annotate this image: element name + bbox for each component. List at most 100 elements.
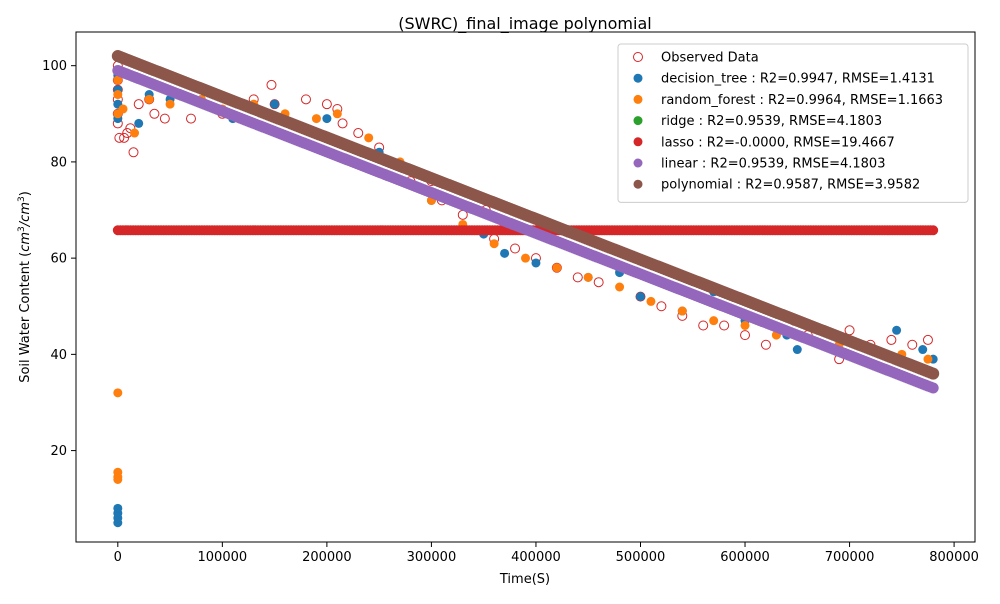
data-point (615, 282, 625, 292)
legend-label: lasso : R2=-0.0000, RMSE=19.4667 (661, 135, 895, 150)
data-point (113, 75, 123, 85)
data-point (719, 320, 730, 331)
x-tick-label: 400000 (511, 550, 561, 565)
legend-marker (633, 158, 643, 168)
data-point (270, 99, 280, 109)
data-point (760, 339, 771, 350)
data-point (119, 132, 130, 143)
legend-marker (633, 137, 643, 147)
data-point (149, 108, 160, 119)
legend-label: decision_tree : R2=0.9947, RMSE=1.4131 (661, 72, 935, 87)
legend-label: random_forest : R2=0.9964, RMSE=1.1663 (661, 93, 943, 108)
data-point (927, 367, 940, 380)
x-tick-label: 200000 (302, 550, 352, 565)
legend-label: Observed Data (661, 51, 759, 66)
data-point (128, 147, 139, 158)
data-point (886, 334, 897, 345)
series-linear (112, 64, 939, 394)
data-point (113, 388, 123, 398)
data-point (572, 272, 583, 283)
legend-box (617, 43, 969, 203)
data-point (266, 79, 277, 90)
x-tick-label: 0 (114, 550, 122, 565)
data-point (792, 345, 802, 355)
data-point (118, 104, 128, 114)
series-polynomial (111, 50, 940, 380)
data-point (656, 301, 667, 312)
data-point (510, 243, 521, 254)
y-tick-label: 20 (50, 444, 67, 459)
data-point (500, 248, 510, 258)
data-point (635, 292, 645, 302)
data-point (134, 118, 144, 128)
data-point (740, 320, 750, 330)
data-point (593, 277, 604, 288)
plot-frame (75, 31, 976, 543)
data-point (185, 113, 196, 124)
data-point (133, 99, 144, 110)
data-point (677, 306, 687, 316)
legend-item: Observed Data (633, 51, 759, 66)
data-point (353, 128, 364, 139)
data-point (740, 330, 751, 341)
data-point (927, 382, 939, 394)
data-point (928, 225, 939, 236)
data-point (892, 325, 902, 335)
legend-item: linear : R2=0.9539, RMSE=4.1803 (633, 157, 885, 172)
legend-item: ridge : R2=0.9539, RMSE=4.1803 (633, 114, 882, 129)
data-point (709, 316, 719, 326)
data-point (159, 113, 170, 124)
data-point (918, 345, 928, 355)
chart-title: (SWRC)_final_image polynomial (398, 14, 651, 34)
data-point (489, 239, 499, 249)
data-point (698, 320, 709, 331)
data-point (114, 132, 125, 143)
legend-item: decision_tree : R2=0.9947, RMSE=1.4131 (633, 72, 935, 87)
legend-label: polynomial : R2=0.9587, RMSE=3.9582 (661, 178, 920, 193)
data-point (923, 354, 933, 364)
x-tick-label: 700000 (825, 550, 875, 565)
data-point (144, 94, 154, 104)
y-axis: 20 40 60 80 100 (42, 59, 76, 459)
legend-marker (633, 94, 643, 104)
x-tick-label: 100000 (198, 550, 248, 565)
data-point (583, 272, 593, 282)
x-axis: 0 100000 200000 300000 400000 500000 600000 700… (114, 542, 979, 565)
data-point (521, 253, 530, 263)
data-point (646, 296, 656, 306)
data-point (552, 263, 562, 273)
legend-label: linear : R2=0.9539, RMSE=4.1803 (661, 157, 885, 172)
data-point (907, 339, 918, 350)
data-point (922, 334, 933, 345)
data-point (311, 114, 321, 124)
data-point (332, 109, 342, 119)
legend-item: polynomial : R2=0.9587, RMSE=3.9582 (633, 178, 920, 193)
y-tick-label: 80 (50, 155, 67, 170)
data-point (531, 258, 541, 268)
data-point (113, 474, 123, 484)
data-point (113, 503, 123, 513)
legend-label: ridge : R2=0.9539, RMSE=4.1803 (661, 114, 882, 129)
legend-marker (633, 52, 643, 62)
y-axis-label: Soil Water Content (cm3/cm3) (17, 191, 33, 383)
legend-item: lasso : R2=-0.0000, RMSE=19.4667 (633, 135, 895, 150)
legend-item: random_forest : R2=0.9964, RMSE=1.1663 (633, 93, 943, 108)
data-point (364, 133, 374, 143)
y-tick-label: 100 (42, 59, 67, 74)
series-lasso (112, 225, 939, 236)
data-point (165, 99, 175, 109)
data-point (322, 114, 332, 124)
y-tick-label: 60 (50, 252, 67, 267)
legend-marker (633, 73, 643, 83)
data-point (321, 99, 332, 110)
legend-marker (633, 116, 643, 126)
x-tick-label: 600000 (720, 550, 770, 565)
data-point (300, 94, 311, 105)
y-tick-label: 40 (50, 348, 67, 363)
x-tick-label: 500000 (616, 550, 666, 565)
legend-marker (633, 179, 643, 189)
legend: Observed Data decision_tree : R2=0.9947, … (617, 43, 969, 203)
x-axis-label: Time(S) (499, 572, 550, 587)
